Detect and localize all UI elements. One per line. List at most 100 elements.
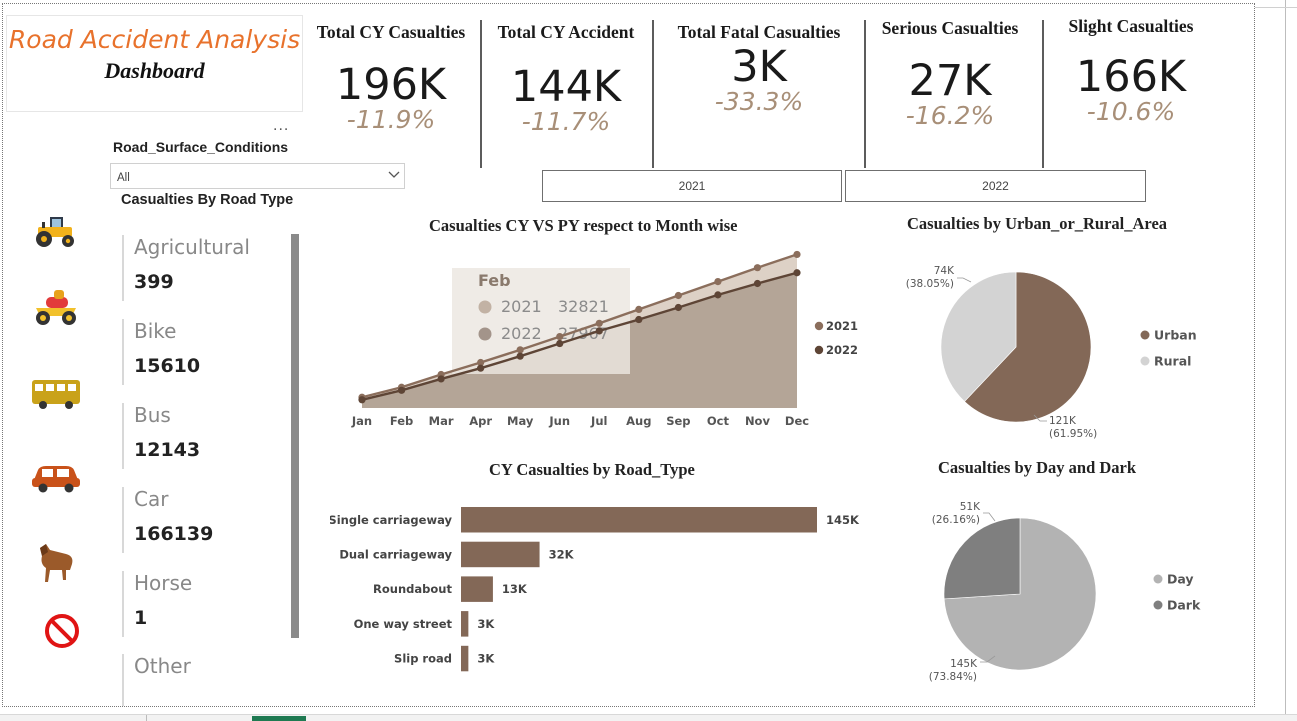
kpi-label: Total CY Casualties	[316, 22, 466, 42]
bar-data-label: 3K	[477, 652, 495, 666]
road-type-bar-chart[interactable]: Single carriageway 145K Dual carriageway 32…	[330, 495, 890, 680]
legend-label: Dark	[1167, 598, 1201, 613]
kpi-divider	[864, 20, 866, 168]
label-leader	[983, 512, 996, 522]
kpi-value: 144K	[510, 62, 622, 112]
urban-rural-pie-chart[interactable]: 121K(61.95%) 74K(38.05%) Urban Rural	[895, 240, 1240, 450]
series-2021-point	[793, 250, 801, 259]
x-tick-label: Mar	[429, 414, 454, 428]
vehicle-value: 399	[134, 271, 174, 293]
vehicle-label: Bike	[134, 319, 177, 343]
x-tick-label: Apr	[469, 414, 492, 428]
x-tick-label: Jul	[590, 414, 607, 428]
x-tick-label: Sep	[666, 414, 690, 428]
day-dark-pie-title: Casualties by Day and Dark	[938, 458, 1137, 477]
vehicle-value: 1	[134, 607, 148, 629]
vehicle-label: Other	[134, 654, 191, 678]
legend-marker	[814, 321, 824, 331]
slice-value-label: 121K	[1049, 415, 1077, 427]
legend-marker	[814, 345, 824, 355]
legend-label: Day	[1167, 572, 1194, 587]
series-2022-point	[437, 375, 445, 383]
x-tick-label: Aug	[626, 414, 651, 428]
dashboard-title-box: Road Accident Analysis Dashboard	[6, 15, 303, 112]
slice-value-label: 74K	[934, 265, 955, 277]
bar-data-label: 32K	[549, 547, 575, 561]
slice-value-label: 145K	[950, 658, 978, 670]
vehicle-card-row: Other	[122, 654, 282, 706]
kpi-total-cy-accident: Total CY Accident 144K -11.7%	[484, 14, 648, 168]
chevron-down-icon	[388, 171, 400, 178]
series-2021-point	[714, 278, 722, 286]
more-options-icon[interactable]: ...	[273, 117, 290, 134]
card-scrollbar[interactable]	[291, 234, 299, 638]
series-2021-point	[595, 319, 603, 327]
bus-icon	[32, 380, 80, 409]
month-area-chart[interactable]: Feb 2021 32821 2022 27967 Jan Feb Mar Apr May Jun J…	[340, 240, 870, 440]
tooltip-marker	[478, 327, 492, 341]
bar	[461, 576, 493, 602]
day-dark-pie-chart[interactable]: 145K(73.84%) 51K(26.16%) Day Dark	[895, 485, 1240, 695]
slice-pct-label: (38.05%)	[906, 278, 954, 290]
kpi-value: 3K	[731, 42, 787, 92]
series-2021-point	[516, 346, 524, 354]
legend-label: Rural	[1154, 354, 1191, 369]
bar-category-label: One way street	[354, 617, 453, 631]
label-leader	[1033, 414, 1047, 422]
tractor-icon	[36, 217, 74, 247]
tooltip-series-name: 2022	[501, 324, 542, 343]
vehicle-label: Bus	[134, 403, 171, 427]
legend-marker	[1153, 600, 1163, 610]
year-button-2022[interactable]: 2022	[845, 170, 1146, 202]
pie-slice	[964, 271, 1092, 423]
legend-marker	[1153, 574, 1163, 584]
kpi-divider	[480, 20, 482, 168]
series-2021-line	[361, 253, 798, 399]
slice-pct-label: (61.95%)	[1049, 428, 1097, 440]
road-surface-dropdown[interactable]: All	[110, 163, 405, 189]
series-2022-point	[635, 315, 643, 324]
series-2022-point	[595, 327, 603, 335]
bar-data-label: 3K	[477, 617, 495, 631]
vehicle-value: 12143	[134, 439, 201, 461]
x-tick-label: Dec	[785, 414, 809, 428]
slice-pct-label: (73.84%)	[929, 671, 977, 683]
active-page-tab[interactable]	[252, 716, 306, 721]
series-2022-point	[358, 396, 366, 404]
kpi-change: -11.7%	[521, 107, 611, 136]
bar-category-label: Slip road	[394, 652, 452, 666]
bar	[461, 611, 469, 637]
kpi-value: 166K	[1075, 52, 1187, 102]
kpi-change: -10.6%	[1086, 97, 1176, 126]
kpi-value: 27K	[908, 56, 992, 106]
kpi-serious-casualties: Serious Casualties 27K -16.2%	[867, 14, 1033, 168]
horse-icon	[40, 544, 73, 582]
kpi-slight-casualties: Slight Casualties 166K -10.6%	[1046, 14, 1216, 168]
tooltip-series-name: 2021	[501, 297, 542, 316]
slicer-selected-value: All	[117, 172, 130, 184]
bar-data-label: 13K	[502, 582, 528, 596]
bar	[461, 645, 469, 672]
vehicle-label: Horse	[134, 571, 193, 595]
dashboard-title: Road Accident Analysis	[8, 25, 301, 54]
kpi-change: -11.9%	[346, 105, 436, 134]
x-tick-label: Jan	[351, 414, 372, 428]
series-2022-point	[674, 303, 682, 312]
vehicle-card-row: Bus 12143	[122, 403, 282, 469]
series-2022-point	[477, 364, 485, 372]
bar	[461, 541, 540, 568]
series-2022-point	[793, 269, 801, 277]
vehicle-label: Agricultural	[134, 235, 250, 259]
legend-label: 2021	[826, 319, 858, 333]
x-tick-label: Nov	[745, 414, 771, 428]
kpi-total-cy-casualties: Total CY Casualties 196K -11.9%	[305, 14, 477, 168]
kpi-value: 196K	[335, 60, 447, 110]
tooltip-series-value: 32821	[558, 297, 609, 316]
series-2022-point	[556, 339, 564, 348]
vehicle-card-row: Horse 1	[122, 571, 282, 637]
page-top-rule	[1255, 7, 1297, 8]
kpi-divider	[1042, 20, 1044, 168]
bar-category-label: Dual carriageway	[339, 547, 452, 561]
year-button-2021[interactable]: 2021	[542, 170, 842, 202]
